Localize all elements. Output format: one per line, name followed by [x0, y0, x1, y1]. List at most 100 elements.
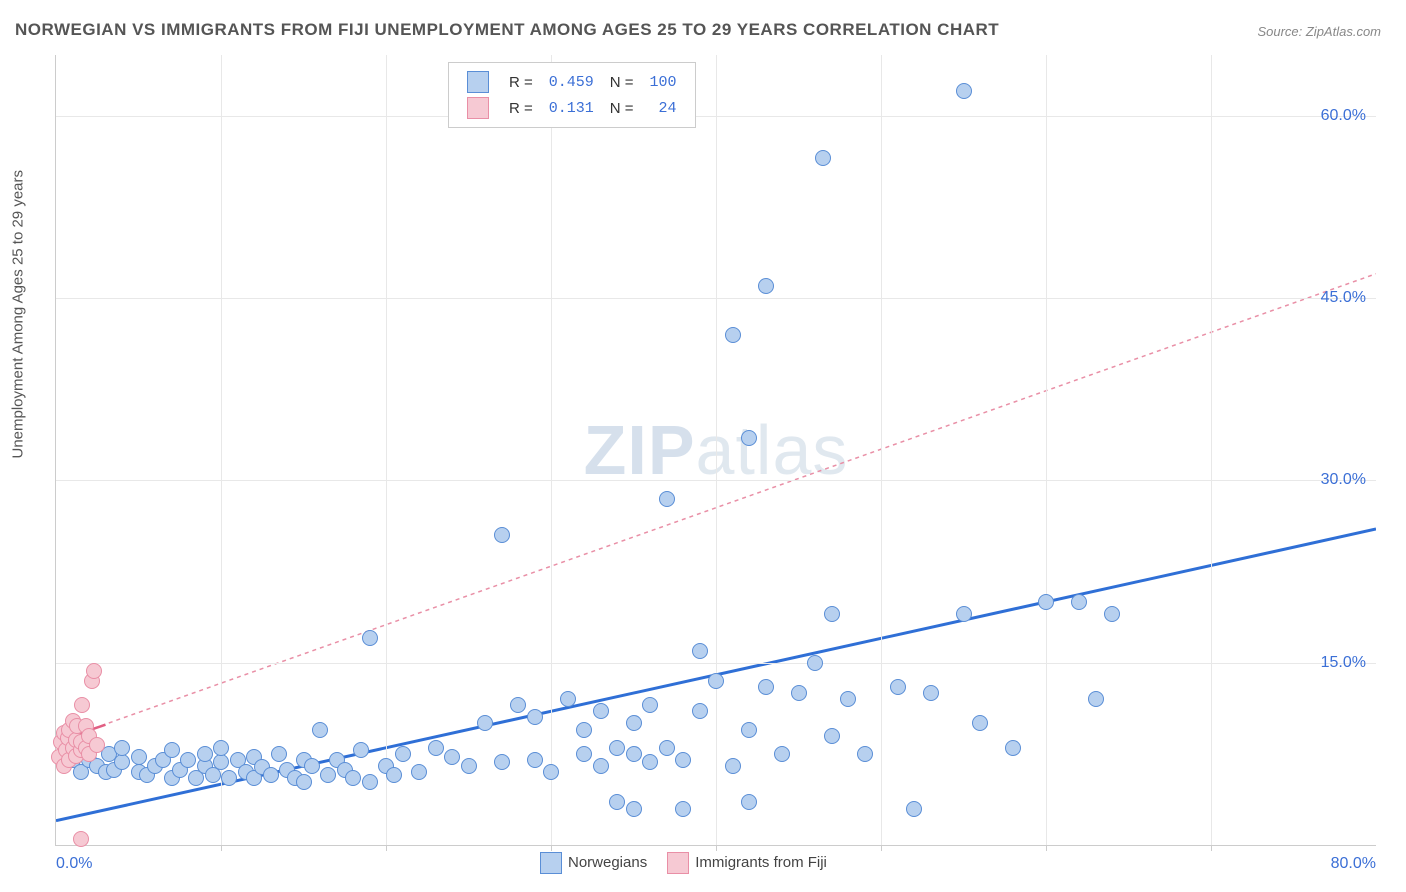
norwegians-point [741, 430, 757, 446]
watermark-zip: ZIP [584, 411, 696, 489]
norwegians-point [1104, 606, 1120, 622]
norwegians-point [890, 679, 906, 695]
norwegians-point [758, 679, 774, 695]
norwegians-point [263, 767, 279, 783]
norwegians-point [972, 715, 988, 731]
gridline-v [881, 55, 882, 845]
legend-n-value: 100 [642, 69, 685, 95]
norwegians-point [362, 630, 378, 646]
norwegians-point [923, 685, 939, 701]
norwegians-point [304, 758, 320, 774]
norwegians-point [444, 749, 460, 765]
legend-label: Norwegians [568, 854, 647, 871]
norwegians-point [593, 758, 609, 774]
series-legend: Norwegians Immigrants from Fiji [520, 852, 827, 874]
chart-title: NORWEGIAN VS IMMIGRANTS FROM FIJI UNEMPL… [15, 20, 999, 40]
legend-r-value: 0.131 [541, 95, 602, 121]
x-tick-mark [716, 845, 717, 851]
norwegians-point [626, 801, 642, 817]
norwegians-point [725, 327, 741, 343]
x-tick-mark [221, 845, 222, 851]
norwegians-point [642, 697, 658, 713]
norwegians-point [642, 754, 658, 770]
norwegians-point [114, 754, 130, 770]
legend-swatch [467, 97, 489, 119]
norwegians-point [461, 758, 477, 774]
norwegians-point [791, 685, 807, 701]
scatter-plot: ZIPatlas 15.0%30.0%45.0%60.0%0.0%80.0% [55, 55, 1376, 846]
gridline-v [221, 55, 222, 845]
norwegians-point [353, 742, 369, 758]
legend-n-label: N = [602, 95, 642, 121]
norwegians-point [221, 770, 237, 786]
x-tick-mark [386, 845, 387, 851]
fiji-point [73, 831, 89, 847]
norwegians-point [956, 606, 972, 622]
norwegians-point [725, 758, 741, 774]
norwegians-point [741, 794, 757, 810]
norwegians-point [576, 746, 592, 762]
norwegians-point [271, 746, 287, 762]
norwegians-point [626, 746, 642, 762]
norwegians-point [741, 722, 757, 738]
norwegians-point [857, 746, 873, 762]
norwegians-point [824, 606, 840, 622]
norwegians-point [386, 767, 402, 783]
x-tick-mark [551, 845, 552, 851]
fiji-point [74, 697, 90, 713]
y-tick-label: 15.0% [1321, 654, 1366, 672]
norwegians-point [411, 764, 427, 780]
legend-row: R =0.131N =24 [459, 95, 685, 121]
norwegians-point [609, 740, 625, 756]
norwegians-point [510, 697, 526, 713]
legend-swatch [667, 852, 689, 874]
norwegians-point [774, 746, 790, 762]
source-label: Source: ZipAtlas.com [1257, 24, 1381, 39]
norwegians-point [494, 754, 510, 770]
norwegians-point [593, 703, 609, 719]
norwegians-point [213, 754, 229, 770]
y-tick-label: 30.0% [1321, 471, 1366, 489]
legend-label: Immigrants from Fiji [695, 854, 827, 871]
norwegians-point [362, 774, 378, 790]
norwegians-point [675, 752, 691, 768]
x-tick-label: 0.0% [56, 855, 92, 873]
norwegians-point [576, 722, 592, 738]
norwegians-point [675, 801, 691, 817]
norwegians-point [296, 774, 312, 790]
norwegians-point [824, 728, 840, 744]
norwegians-point [626, 715, 642, 731]
x-tick-mark [1046, 845, 1047, 851]
y-tick-label: 45.0% [1321, 289, 1366, 307]
y-tick-label: 60.0% [1321, 107, 1366, 125]
legend-r-label: R = [501, 69, 541, 95]
fiji-point [89, 737, 105, 753]
legend-r-label: R = [501, 95, 541, 121]
gridline-v [716, 55, 717, 845]
norwegians-point [320, 767, 336, 783]
norwegians-point [494, 527, 510, 543]
norwegians-point [807, 655, 823, 671]
norwegians-point [692, 703, 708, 719]
x-tick-mark [881, 845, 882, 851]
norwegians-point [906, 801, 922, 817]
legend-n-label: N = [602, 69, 642, 95]
norwegians-point [815, 150, 831, 166]
gridline-v [1211, 55, 1212, 845]
norwegians-point [527, 709, 543, 725]
gridline-v [386, 55, 387, 845]
norwegians-point [609, 794, 625, 810]
norwegians-point [345, 770, 361, 786]
x-tick-label: 80.0% [1331, 855, 1376, 873]
norwegians-point [428, 740, 444, 756]
norwegians-point [213, 740, 229, 756]
norwegians-point [840, 691, 856, 707]
norwegians-point [395, 746, 411, 762]
legend-n-value: 24 [642, 95, 685, 121]
norwegians-point [560, 691, 576, 707]
norwegians-point [114, 740, 130, 756]
legend-swatch [540, 852, 562, 874]
norwegians-point [1038, 594, 1054, 610]
norwegians-point [527, 752, 543, 768]
norwegians-point [1071, 594, 1087, 610]
